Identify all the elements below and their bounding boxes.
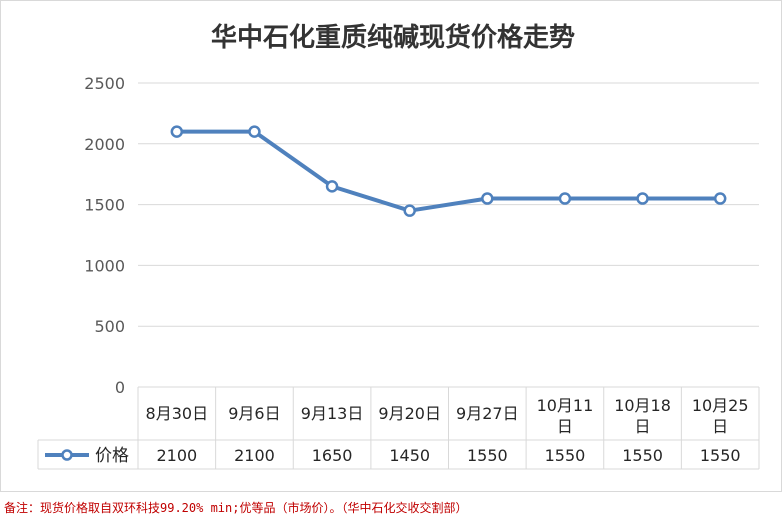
legend: 价格 (45, 446, 129, 466)
data-point (636, 192, 649, 205)
table-cell-value: 1550 (467, 446, 508, 465)
y-tick-label: 2500 (84, 74, 125, 93)
y-tick-label: 1000 (84, 256, 125, 275)
table-cell-value: 1650 (312, 446, 353, 465)
data-point (170, 125, 184, 138)
y-tick-label: 1500 (84, 196, 125, 215)
table-cell-value: 1550 (700, 446, 741, 465)
y-axis-tick-labels: 0 500 1000 1500 2000 2500 (84, 74, 125, 397)
series-line (176, 129, 721, 213)
category-label: 9月6日 (228, 404, 280, 423)
data-point (558, 192, 572, 205)
category-label: 日 (712, 417, 728, 436)
chart-title: 华中石化重质纯碱现货价格走势 (211, 22, 575, 53)
data-point (403, 204, 416, 217)
y-tick-label: 500 (94, 317, 125, 336)
category-label: 9月13日 (301, 404, 364, 423)
category-label: 8月30日 (146, 404, 209, 423)
footnote: 备注：现货价格取自双环科技99.20% min;优等品（市场价）。（华中石化交收… (4, 501, 468, 515)
category-label: 10月18 (614, 396, 671, 415)
chart-area: 华中石化重质纯碱现货价格走势 0 500 1000 1500 2000 2500 8月30… (0, 0, 782, 492)
table-cell-value: 2100 (234, 446, 275, 465)
line-chart: 华中石化重质纯碱现货价格走势 0 500 1000 1500 2000 2500 8月30… (37, 22, 760, 470)
category-label: 日 (557, 417, 573, 436)
legend-label: 价格 (95, 446, 129, 466)
series-line-group (170, 125, 727, 217)
y-tick-label: 0 (115, 378, 125, 397)
data-point (325, 180, 339, 193)
data-point (248, 125, 261, 138)
table-cell-value: 2100 (156, 446, 197, 465)
category-label: 日 (635, 417, 651, 436)
data-point (713, 192, 727, 205)
category-label: 9月20日 (378, 404, 441, 423)
category-label: 9月27日 (456, 404, 519, 423)
table-cell-value: 1550 (622, 446, 663, 465)
table-cell-value: 1550 (545, 446, 586, 465)
category-label: 10月25 (692, 396, 749, 415)
category-label: 10月11 (537, 396, 594, 415)
table-cell-value: 1450 (389, 446, 430, 465)
data-table: 8月30日 2100 9月6日 2100 9月13日 1650 9月20日 1450 9月27日… (37, 386, 760, 470)
y-tick-label: 2000 (84, 135, 125, 154)
legend-marker (61, 449, 73, 461)
data-point (481, 192, 494, 205)
